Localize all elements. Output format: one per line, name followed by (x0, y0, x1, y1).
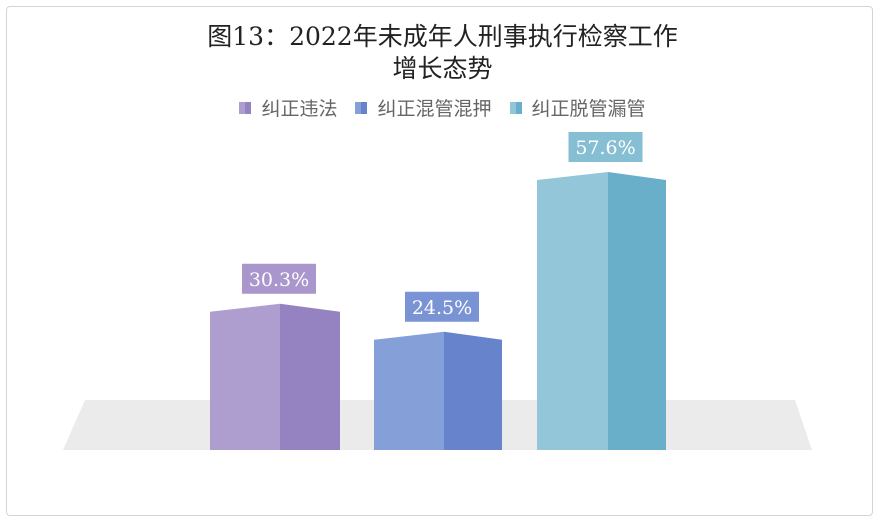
legend-item-0: 纠正违法 (239, 94, 337, 121)
data-label-0: 30.3% (249, 269, 309, 291)
legend-item-1: 纠正混管混押 (355, 94, 492, 121)
data-label-1: 24.5% (412, 297, 472, 319)
bar-front-0 (210, 303, 280, 450)
legend-swatch-1 (355, 101, 368, 114)
data-label-box-2 (568, 132, 643, 162)
bar-front-1 (374, 331, 444, 450)
legend-label-1: 纠正混管混押 (377, 98, 492, 120)
bar-side-1 (444, 331, 502, 450)
chart-legend: 纠正违法 纠正混管混押 纠正脱管漏管 (0, 94, 885, 121)
chart-subtitle: 增长态势 (392, 54, 493, 83)
bar-0 (210, 303, 340, 450)
bar-side-2 (608, 172, 666, 450)
legend-item-2: 纠正脱管漏管 (509, 94, 646, 121)
legend-swatch-0 (239, 101, 252, 114)
bar-side-0 (280, 303, 340, 450)
legend-label-2: 纠正脱管漏管 (531, 98, 646, 120)
bar-1 (374, 331, 502, 450)
data-label-box-0 (242, 263, 316, 294)
bar-2 (537, 172, 666, 450)
bars-group: 30.3% 24.5% 57.6% (210, 132, 666, 450)
bar-front-2 (537, 172, 608, 450)
legend-swatch-2 (509, 101, 522, 114)
data-label-box-1 (405, 291, 479, 322)
data-label-2: 57.6% (575, 137, 635, 159)
chart-title: 图13：2022年未成年人刑事执行检察工作 (207, 22, 678, 51)
legend-label-0: 纠正违法 (261, 98, 338, 120)
